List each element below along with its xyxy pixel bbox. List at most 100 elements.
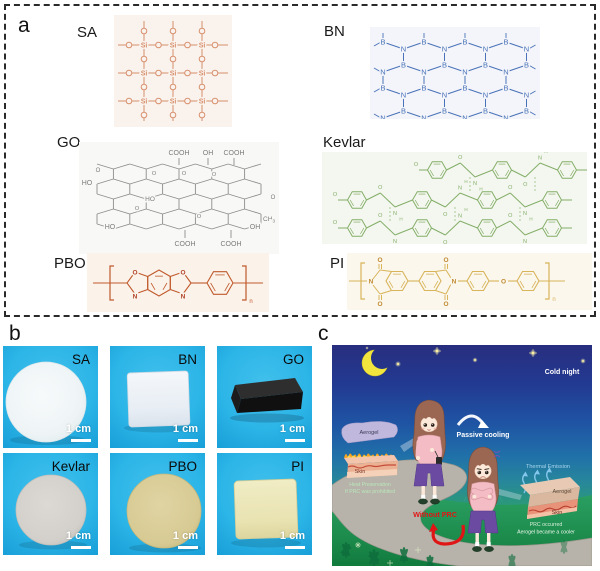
- svg-text:O: O: [212, 172, 217, 178]
- night-scene-illustration: Cold night Aerogel Skin: [332, 345, 592, 566]
- svg-text:N: N: [524, 45, 529, 54]
- svg-text:Si: Si: [170, 98, 177, 105]
- svg-text:n: n: [249, 299, 252, 305]
- svg-text:N: N: [458, 214, 462, 220]
- svg-text:B: B: [524, 107, 529, 116]
- structure-label-kevlar: Kevlar: [323, 134, 366, 151]
- girl-standing: [412, 399, 446, 505]
- left-inset-diagram: Aerogel Skin Heat Preservation If PRC wa…: [341, 421, 398, 495]
- svg-text:CH3: CH3: [263, 216, 275, 224]
- without-prc-arrow: [431, 524, 465, 546]
- aerogel-front: [528, 487, 580, 507]
- scale-label: 1 cm: [65, 422, 91, 435]
- pi-sample-art: [231, 478, 301, 548]
- svg-text:B: B: [462, 38, 467, 47]
- svg-text:B: B: [503, 38, 508, 47]
- svg-text:N: N: [421, 68, 426, 77]
- sample-photo-kevlar: Kevlar 1 cm: [3, 453, 98, 555]
- aerogel-sheet: [341, 421, 398, 444]
- right-inset-diagram: Thermal Emission Aerogel Skin PRC occurr…: [517, 464, 580, 536]
- svg-text:Si: Si: [141, 70, 148, 77]
- sample-photo-bn: BN 1 cm: [110, 346, 205, 448]
- svg-text:O: O: [96, 168, 101, 174]
- svg-text:B: B: [442, 61, 447, 70]
- svg-text:N: N: [483, 45, 488, 54]
- svg-text:HO: HO: [145, 196, 155, 203]
- skin-label: Skin: [355, 469, 366, 475]
- cold-night-label: Cold night: [545, 369, 580, 376]
- svg-text:B: B: [401, 61, 406, 70]
- stars: [365, 346, 586, 367]
- girl-shivering: [463, 446, 503, 552]
- pbo-structure-drawing: O N O Nn: [87, 253, 269, 312]
- svg-text:COOH: COOH: [224, 150, 245, 157]
- svg-text:N: N: [380, 114, 385, 119]
- svg-text:B: B: [483, 107, 488, 116]
- without-prc-label: Without PRC: [413, 510, 457, 519]
- scale-bar: 1 cm: [65, 419, 91, 442]
- flower-sparkles: [355, 542, 421, 566]
- svg-text:O: O: [501, 279, 506, 286]
- svg-text:Si: Si: [141, 42, 148, 49]
- crescent-moon-icon: [361, 349, 389, 377]
- kevlar-structure-drawing: OONHONHOONHONHONHOONHONHONH: [322, 152, 587, 244]
- svg-text:N: N: [483, 91, 488, 100]
- structure-label-pi: PI: [330, 255, 345, 272]
- svg-text:O: O: [508, 213, 513, 219]
- aerogel-label: Aerogel: [553, 489, 572, 495]
- scale-bar-line: [71, 438, 91, 442]
- sample-label: PI: [291, 459, 304, 474]
- sample-photo-sa: SA 1 cm: [3, 346, 98, 448]
- scale-bar: 1 cm: [280, 526, 305, 549]
- aerogel-top: [520, 477, 580, 495]
- svg-text:N: N: [503, 114, 508, 119]
- svg-text:O: O: [458, 155, 463, 161]
- svg-text:N: N: [393, 211, 397, 217]
- bn-sample-art: [124, 370, 192, 433]
- svg-text:Si: Si: [170, 70, 177, 77]
- sample-label: SA: [71, 352, 90, 367]
- svg-text:O: O: [443, 257, 448, 264]
- svg-text:H: H: [544, 152, 547, 154]
- svg-text:OH: OH: [250, 224, 261, 231]
- sample-photo-pi: PI 1 cm: [217, 453, 312, 555]
- sa-sample-art: [5, 361, 87, 445]
- svg-text:N: N: [462, 68, 467, 77]
- panel-b-letter: b: [9, 322, 21, 345]
- svg-text:N: N: [133, 294, 138, 301]
- svg-text:N: N: [401, 91, 406, 100]
- panel-c-letter: c: [318, 322, 329, 345]
- aerogel-label: Aerogel: [360, 430, 379, 436]
- svg-text:H: H: [464, 207, 467, 212]
- svg-text:O: O: [443, 212, 448, 218]
- svg-text:N: N: [442, 45, 447, 54]
- svg-text:B: B: [483, 61, 488, 70]
- svg-text:O: O: [180, 270, 185, 277]
- svg-text:H: H: [529, 217, 532, 222]
- svg-text:B: B: [380, 84, 385, 93]
- shiver-marks: [463, 496, 503, 502]
- svg-text:N: N: [380, 68, 385, 77]
- svg-text:COOH: COOH: [175, 241, 196, 248]
- svg-text:COOH: COOH: [221, 241, 242, 248]
- svg-text:HO: HO: [82, 180, 93, 187]
- svg-text:N: N: [523, 239, 527, 244]
- svg-text:O: O: [523, 182, 528, 188]
- scale-bar: 1 cm: [280, 419, 305, 442]
- scale-label: 1 cm: [172, 529, 198, 542]
- svg-text:N: N: [524, 91, 529, 100]
- skin-vessel-line: [528, 505, 577, 513]
- scale-bar: 1 cm: [173, 419, 198, 442]
- svg-text:N: N: [452, 279, 457, 286]
- svg-text:COOH: COOH: [169, 150, 190, 157]
- passive-cooling-arrowhead: [478, 420, 489, 428]
- thermal-emission-label: Thermal Emission: [526, 464, 570, 470]
- pi-structure-drawing: N O O O O N On: [347, 253, 592, 310]
- svg-text:B: B: [421, 84, 426, 93]
- emission-arrowheads: [522, 467, 552, 477]
- svg-text:Si: Si: [199, 70, 206, 77]
